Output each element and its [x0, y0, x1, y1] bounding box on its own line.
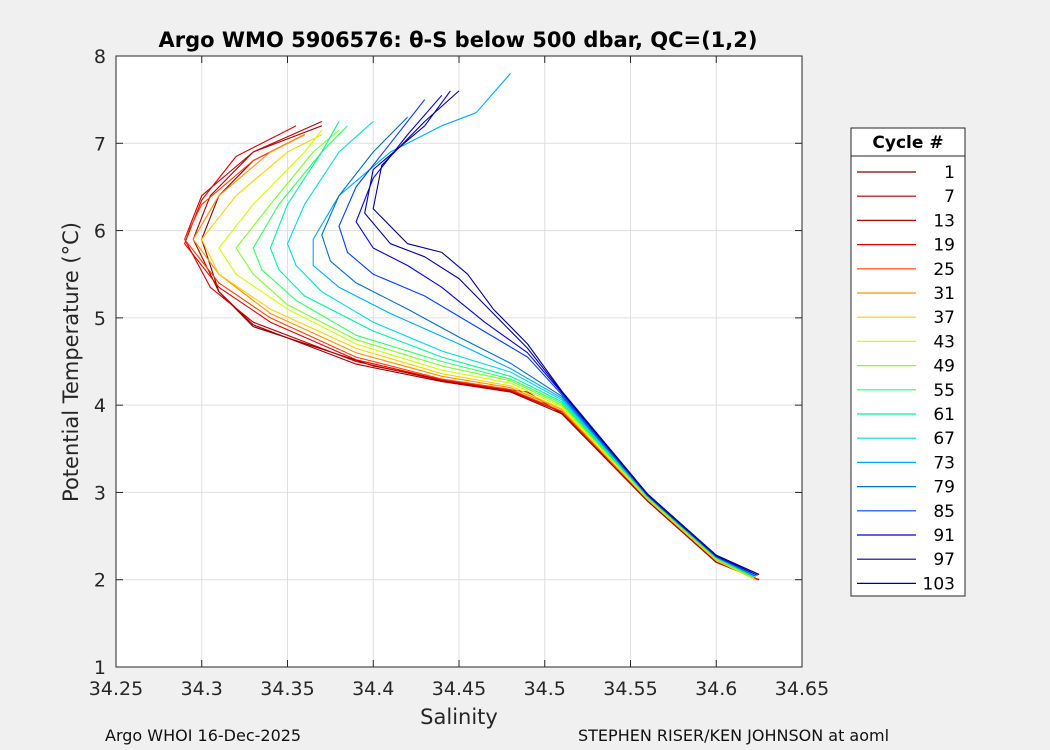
legend-title: Cycle #: [872, 133, 943, 153]
legend-label-cycle-79: 79: [933, 478, 955, 498]
footer-left: Argo WHOI 16-Dec-2025: [105, 726, 302, 745]
legend-label-cycle-97: 97: [933, 550, 955, 570]
legend-label-cycle-7: 7: [944, 187, 955, 207]
legend-label-cycle-91: 91: [933, 526, 955, 546]
legend-label-cycle-55: 55: [933, 381, 955, 401]
legend-label-cycle-61: 61: [933, 405, 955, 425]
legend-entries: 1 7 13 19 25 31 37 43 49 55 61 67 73 79 85 91 97 103: [857, 163, 955, 594]
chart-title: Argo WMO 5906576: θ-S below 500 dbar, QC…: [159, 28, 758, 52]
axis-ticks: 34.25 34.3 34.35 34.4 34.45 34.5 34.55 34.6 34.6…: [89, 46, 829, 700]
legend-label-cycle-103: 103: [923, 574, 955, 594]
legend: Cycle # 1 7 13 19 25 31 37 43 49 55 61 67 73 79 85 91 97…: [850, 127, 966, 597]
series-line-cycle-49: [235, 129, 755, 579]
x-axis-label: Salinity: [420, 705, 498, 729]
y-tick-label: 2: [94, 570, 106, 592]
legend-label-cycle-1: 1: [944, 163, 955, 183]
series-line-cycle-91: [355, 94, 758, 576]
legend-label-cycle-43: 43: [933, 332, 955, 352]
x-tick-label: 34.6: [695, 678, 737, 700]
series-line-cycle-7: [192, 125, 760, 581]
series-line-cycle-37: [201, 134, 756, 581]
y-tick-label: 1: [94, 657, 106, 679]
x-tick-label: 34.5: [524, 678, 566, 700]
series-line-cycle-103: [372, 90, 760, 576]
legend-label-cycle-73: 73: [933, 453, 955, 473]
legend-label-cycle-49: 49: [933, 357, 955, 377]
legend-label-cycle-25: 25: [933, 260, 955, 280]
series-line-cycle-79: [321, 116, 756, 577]
legend-label-cycle-67: 67: [933, 429, 955, 449]
series-layer: [184, 73, 760, 581]
y-tick-label: 3: [94, 482, 106, 504]
legend-box: [850, 127, 966, 597]
y-tick-label: 6: [94, 221, 106, 243]
legend-label-cycle-19: 19: [933, 236, 955, 256]
y-tick-label: 8: [94, 46, 106, 68]
x-tick-label: 34.35: [260, 678, 314, 700]
x-tick-label: 34.25: [89, 678, 143, 700]
x-tick-label: 34.4: [352, 678, 394, 700]
x-tick-label: 34.45: [432, 678, 486, 700]
legend-label-cycle-13: 13: [933, 211, 955, 231]
x-tick-label: 34.3: [181, 678, 223, 700]
legend-label-cycle-37: 37: [933, 308, 955, 328]
series-line-cycle-61: [269, 121, 755, 578]
y-tick-label: 7: [94, 133, 106, 155]
legend-label-cycle-31: 31: [933, 284, 955, 304]
y-tick-label: 5: [94, 308, 106, 330]
x-tick-label: 34.55: [603, 678, 657, 700]
x-tick-label: 34.65: [775, 678, 829, 700]
legend-label-cycle-85: 85: [933, 502, 955, 522]
footer-right: STEPHEN RISER/KEN JOHNSON at aoml: [578, 726, 890, 745]
y-axis-label: Potential Temperature (°C): [59, 222, 83, 502]
y-tick-label: 4: [94, 395, 106, 417]
